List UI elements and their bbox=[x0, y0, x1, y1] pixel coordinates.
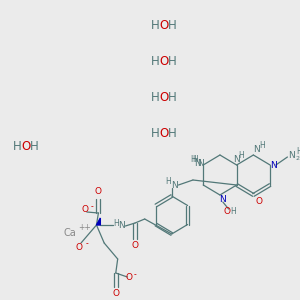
Text: Ca: Ca bbox=[63, 228, 76, 238]
Text: N: N bbox=[233, 155, 240, 164]
Text: O: O bbox=[81, 206, 88, 214]
Text: O: O bbox=[95, 187, 102, 196]
Text: N: N bbox=[253, 146, 260, 154]
Text: H: H bbox=[168, 19, 177, 32]
Text: N: N bbox=[220, 194, 226, 203]
Text: H: H bbox=[30, 140, 39, 154]
Text: -: - bbox=[90, 202, 93, 211]
Text: O: O bbox=[132, 242, 139, 250]
Text: H: H bbox=[168, 55, 177, 68]
Text: N: N bbox=[118, 221, 125, 230]
Text: H: H bbox=[113, 218, 118, 227]
Text: O: O bbox=[159, 19, 168, 32]
Text: N: N bbox=[171, 181, 178, 190]
Text: O: O bbox=[159, 127, 168, 140]
Text: -: - bbox=[134, 271, 136, 280]
Text: N: N bbox=[288, 151, 295, 160]
Text: H: H bbox=[259, 142, 265, 151]
Text: H: H bbox=[238, 152, 244, 160]
Text: H: H bbox=[165, 178, 171, 187]
Text: -: - bbox=[85, 239, 88, 248]
Text: H: H bbox=[13, 140, 22, 154]
Text: H: H bbox=[168, 91, 177, 104]
Text: O: O bbox=[223, 208, 230, 217]
Text: H: H bbox=[231, 206, 236, 215]
Text: H: H bbox=[151, 55, 159, 68]
Text: N: N bbox=[194, 158, 201, 167]
Polygon shape bbox=[97, 218, 100, 225]
Text: O: O bbox=[159, 55, 168, 68]
Text: O: O bbox=[21, 140, 31, 154]
Text: 2: 2 bbox=[295, 157, 299, 161]
Text: H: H bbox=[151, 91, 159, 104]
Text: O: O bbox=[126, 274, 133, 283]
Text: O: O bbox=[112, 290, 119, 298]
Text: H: H bbox=[168, 127, 177, 140]
Text: H: H bbox=[151, 19, 159, 32]
Text: O: O bbox=[256, 196, 263, 206]
Text: O: O bbox=[76, 242, 82, 251]
Text: H: H bbox=[151, 127, 159, 140]
Text: H: H bbox=[296, 146, 300, 155]
Text: ++: ++ bbox=[79, 224, 91, 232]
Text: O: O bbox=[159, 91, 168, 104]
Text: H: H bbox=[193, 155, 198, 164]
Text: H: H bbox=[190, 155, 196, 164]
Text: N: N bbox=[197, 160, 204, 169]
Text: N: N bbox=[271, 160, 277, 169]
